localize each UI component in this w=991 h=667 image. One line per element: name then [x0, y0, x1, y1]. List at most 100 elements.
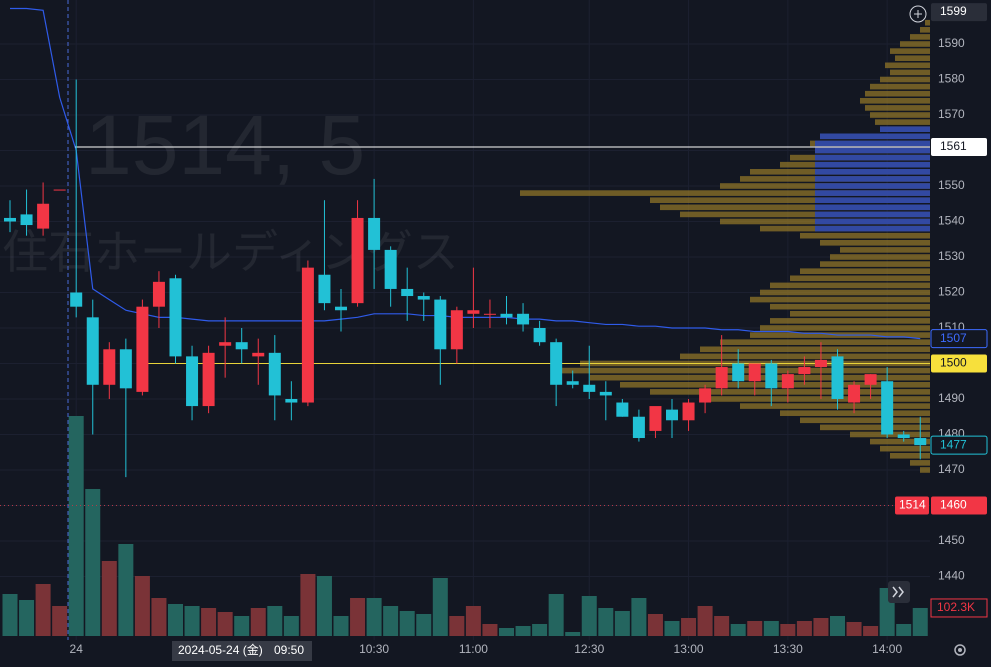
- value-area-bar: [815, 204, 930, 211]
- value-area-bar: [815, 190, 930, 196]
- candle-body: [483, 313, 496, 315]
- volume-bar: [217, 612, 233, 636]
- profile-bar: [865, 105, 930, 111]
- y-tick-label: 1530: [938, 249, 965, 263]
- profile-bar: [870, 438, 930, 445]
- value-area-bar: [815, 197, 930, 203]
- candle-body: [186, 356, 199, 407]
- candle-body: [417, 296, 430, 300]
- volume-bar: [68, 416, 84, 636]
- candle-body: [401, 288, 414, 297]
- volume-bar: [383, 606, 399, 636]
- profile-bar: [820, 424, 930, 431]
- candle-body: [450, 310, 463, 350]
- volume-bar: [912, 607, 928, 636]
- price-label: 1500: [940, 356, 967, 370]
- volume-bar: [813, 618, 829, 636]
- candle-body: [152, 281, 165, 307]
- candle-body: [732, 363, 745, 382]
- profile-bar: [870, 83, 930, 90]
- candle-body: [914, 438, 927, 446]
- candle-body: [583, 384, 596, 392]
- candle-body: [219, 342, 232, 346]
- candle-body: [831, 356, 844, 399]
- volume-bar: [499, 628, 514, 636]
- candle-body: [814, 359, 827, 368]
- candle-body: [37, 203, 50, 229]
- price-label-box: [930, 435, 988, 455]
- settings-button[interactable]: [954, 644, 966, 656]
- candle-body: [318, 274, 331, 304]
- volume-bar: [267, 606, 283, 636]
- candle-body: [864, 374, 877, 385]
- profile-bar: [820, 261, 930, 267]
- candle-body: [70, 292, 83, 307]
- candle-body: [136, 306, 149, 392]
- volume-bar: [300, 574, 316, 636]
- value-area-bar: [815, 183, 930, 189]
- volume-bar: [35, 584, 51, 636]
- profile-bar: [890, 452, 930, 459]
- scroll-button[interactable]: [888, 581, 910, 603]
- profile-bar: [700, 396, 930, 402]
- volume-bar: [234, 616, 250, 636]
- candle-body: [335, 306, 347, 311]
- profile-bar: [840, 247, 930, 253]
- volume-bar: [532, 624, 548, 636]
- profile-bar: [650, 197, 930, 203]
- candle-body: [566, 381, 579, 385]
- profile-bar: [740, 403, 930, 409]
- volume-bar: [780, 624, 796, 636]
- y-tick-label: 1470: [938, 462, 965, 476]
- candle-body: [897, 434, 910, 439]
- volume-bar: [565, 632, 581, 636]
- crosshair-label: 2024-05-24 (金) 09:50: [172, 641, 312, 661]
- profile-bar: [860, 98, 930, 104]
- candle-body: [699, 388, 712, 403]
- y-tick-label: 1490: [938, 391, 965, 405]
- add-button[interactable]: [909, 5, 927, 23]
- volume-bar: [201, 608, 217, 636]
- candle-body: [533, 327, 546, 343]
- candle-body: [103, 349, 116, 385]
- volume-bar: [399, 610, 415, 636]
- y-tick-label: 1540: [938, 214, 965, 228]
- price-label: 1561: [940, 139, 967, 153]
- profile-bar: [880, 76, 930, 83]
- profile-bar: [650, 389, 930, 395]
- price-label-box: [931, 3, 987, 22]
- profile-bar: [880, 445, 930, 452]
- volume-bar: [581, 596, 597, 636]
- profile-bar: [890, 69, 930, 76]
- profile-bar: [660, 204, 930, 211]
- value-area-bar: [815, 147, 930, 154]
- watermark-name: 住石ホールディングス: [2, 226, 459, 278]
- volume-bar: [896, 624, 912, 636]
- profile-bar: [895, 55, 930, 62]
- candle-body: [781, 374, 794, 389]
- x-tick-label: 11:00: [459, 642, 488, 656]
- price-label-box: [931, 354, 987, 373]
- candle-body: [301, 267, 314, 403]
- x-tick-label: 10:30: [359, 642, 389, 656]
- x-tick-label: 14:00: [872, 642, 902, 656]
- candle-body: [881, 381, 894, 435]
- volume-bar: [714, 616, 730, 636]
- volume-bar: [647, 614, 663, 636]
- x-tick-label: 12:30: [574, 642, 604, 656]
- profile-bar: [820, 239, 930, 246]
- candle-body: [202, 352, 215, 407]
- volume-bar: [134, 576, 150, 636]
- candle-body: [666, 409, 678, 421]
- candles: [4, 79, 927, 478]
- symbol-tag-box: [895, 496, 929, 515]
- price-label: 1460: [940, 498, 967, 512]
- profile-bar: [560, 367, 930, 374]
- volume-bar: [416, 614, 432, 636]
- volume-label-box: [930, 598, 988, 618]
- crosshair-date: 2024-05-24 (金): [178, 642, 263, 657]
- profile-bar: [900, 41, 930, 47]
- profile-bar: [830, 254, 930, 260]
- volume-bar: [598, 608, 614, 636]
- price-label: 1477: [940, 437, 967, 451]
